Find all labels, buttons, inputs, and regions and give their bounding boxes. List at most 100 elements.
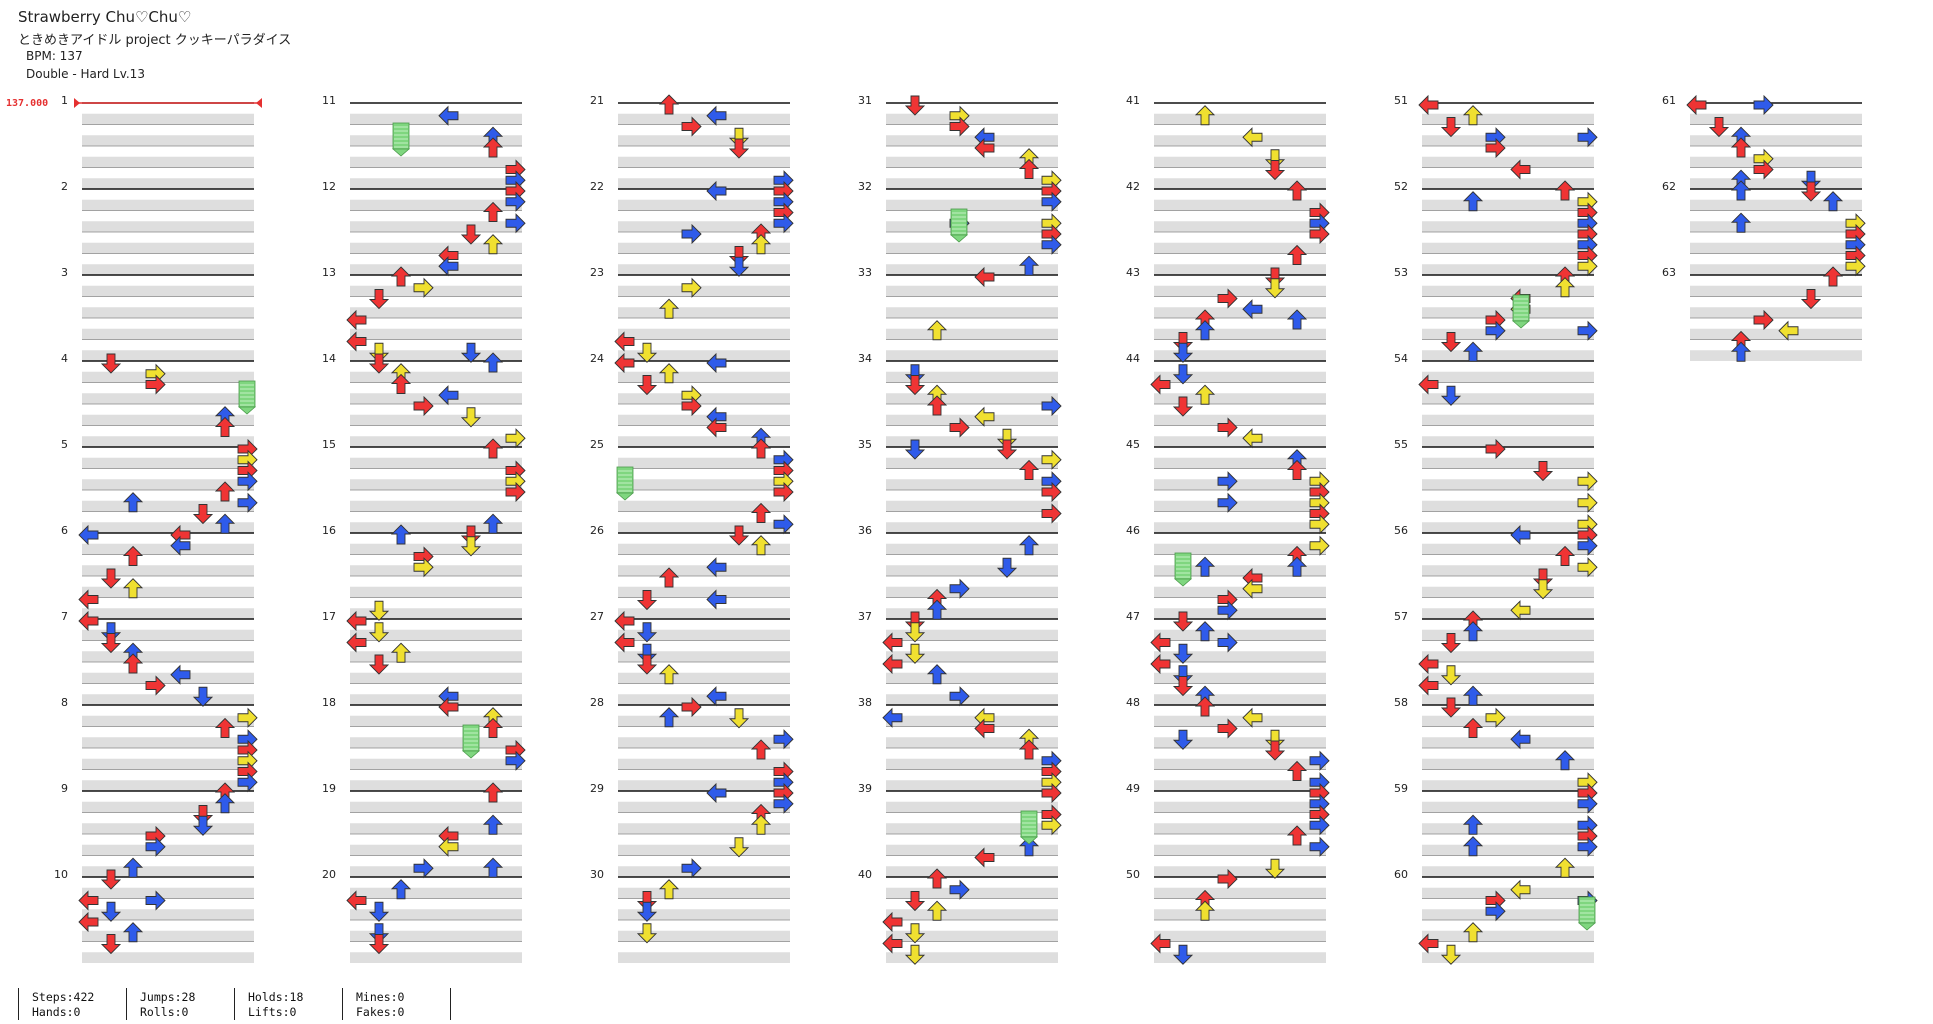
- step-arrow: [1041, 481, 1062, 503]
- step-arrow: [505, 428, 526, 449]
- measure-number: 53: [1394, 266, 1408, 279]
- step-arrow: [390, 642, 412, 663]
- step-arrow: [122, 578, 144, 599]
- step-arrow: [1577, 471, 1598, 492]
- step-arrow: [100, 869, 122, 890]
- step-arrow: [1172, 332, 1194, 353]
- measure-53: 53: [1394, 266, 1594, 361]
- step-arrow: [949, 578, 970, 599]
- measure-number: 9: [61, 782, 68, 795]
- step-arrow: [1242, 707, 1263, 728]
- step-arrow: [413, 277, 434, 298]
- stat-lifts: Lifts:0: [248, 1005, 297, 1019]
- step-arrow: [1286, 825, 1308, 846]
- step-arrow: [1217, 492, 1238, 513]
- step-arrow: [1554, 545, 1576, 566]
- measure-number: 7: [61, 610, 68, 623]
- step-arrow: [1264, 149, 1286, 170]
- step-arrow: [750, 739, 772, 760]
- step-arrow: [1510, 524, 1531, 546]
- hold-note: [461, 724, 481, 759]
- step-arrow: [636, 622, 658, 643]
- step-arrow: [1730, 180, 1752, 201]
- step-arrow: [1217, 471, 1238, 492]
- step-arrow: [170, 535, 191, 556]
- step-arrow: [1554, 180, 1576, 201]
- step-arrow: [1194, 384, 1216, 405]
- step-arrow: [1286, 556, 1308, 577]
- measure-34: 34: [858, 352, 1058, 447]
- step-arrow: [614, 352, 635, 374]
- step-arrow: [904, 891, 926, 912]
- step-arrow: [1309, 836, 1330, 857]
- step-arrow: [706, 589, 727, 610]
- step-arrow: [1577, 127, 1598, 148]
- measure-number: 36: [858, 524, 872, 537]
- step-arrow: [1462, 341, 1484, 362]
- step-arrow: [482, 782, 504, 803]
- step-arrow: [614, 632, 635, 653]
- step-arrow: [460, 525, 482, 546]
- step-arrow: [636, 590, 658, 611]
- measure-number: 32: [858, 180, 872, 193]
- step-arrow: [904, 611, 926, 632]
- step-arrow: [368, 934, 390, 955]
- step-arrow: [368, 342, 390, 363]
- step-arrow: [214, 416, 236, 437]
- step-arrow: [1532, 579, 1554, 600]
- step-arrow: [438, 696, 459, 718]
- step-arrow: [882, 933, 903, 954]
- measure-number: 5: [61, 438, 68, 451]
- measure-number: 33: [858, 266, 872, 279]
- step-arrow: [1194, 556, 1216, 577]
- measure-number: 48: [1126, 696, 1140, 709]
- step-arrow: [214, 513, 236, 534]
- step-arrow: [974, 406, 995, 427]
- step-arrow: [100, 934, 122, 955]
- step-arrow: [192, 805, 214, 826]
- step-arrow: [1172, 729, 1194, 750]
- measure-17: 17: [322, 610, 522, 705]
- step-arrow: [1286, 244, 1308, 265]
- step-arrow: [1510, 600, 1531, 621]
- step-arrow: [460, 342, 482, 363]
- step-arrow: [926, 599, 948, 620]
- step-arrow: [122, 492, 144, 513]
- measure-18: 18: [322, 696, 522, 791]
- measure-23: 23: [590, 266, 790, 361]
- measure-49: 49: [1126, 782, 1326, 877]
- measure-number: 58: [1394, 696, 1408, 709]
- measure-number: 25: [590, 438, 604, 451]
- step-arrow: [1264, 160, 1286, 181]
- measure-number: 55: [1394, 438, 1408, 451]
- step-arrow: [658, 664, 680, 685]
- step-arrow: [636, 654, 658, 675]
- bpm-marker: 137.000: [6, 98, 49, 109]
- step-arrow: [78, 589, 99, 610]
- hold-note: [949, 208, 969, 243]
- measure-28: 28: [590, 696, 790, 791]
- step-arrow: [681, 223, 702, 245]
- step-arrow: [1577, 492, 1598, 513]
- step-arrow: [996, 557, 1018, 578]
- step-arrow: [1418, 94, 1439, 116]
- step-arrow: [1172, 676, 1194, 697]
- step-arrow: [1510, 729, 1531, 750]
- stat-rolls: Rolls:0: [140, 1005, 189, 1019]
- step-arrow: [1440, 633, 1462, 654]
- step-arrow: [773, 481, 794, 503]
- step-arrow: [706, 180, 727, 202]
- step-arrow: [1753, 159, 1774, 180]
- step-arrow: [1462, 836, 1484, 857]
- step-arrow: [1532, 568, 1554, 589]
- measure-number: 51: [1394, 94, 1408, 107]
- measure-number: 19: [322, 782, 336, 795]
- step-arrow: [1194, 696, 1216, 717]
- step-arrow: [1462, 922, 1484, 943]
- step-arrow: [100, 353, 122, 374]
- stat-mines: Mines:0: [356, 990, 405, 1004]
- measure-20: 20: [322, 868, 522, 963]
- step-arrow: [368, 353, 390, 374]
- measure-2: 2: [61, 180, 254, 275]
- hold-note: [1019, 810, 1039, 845]
